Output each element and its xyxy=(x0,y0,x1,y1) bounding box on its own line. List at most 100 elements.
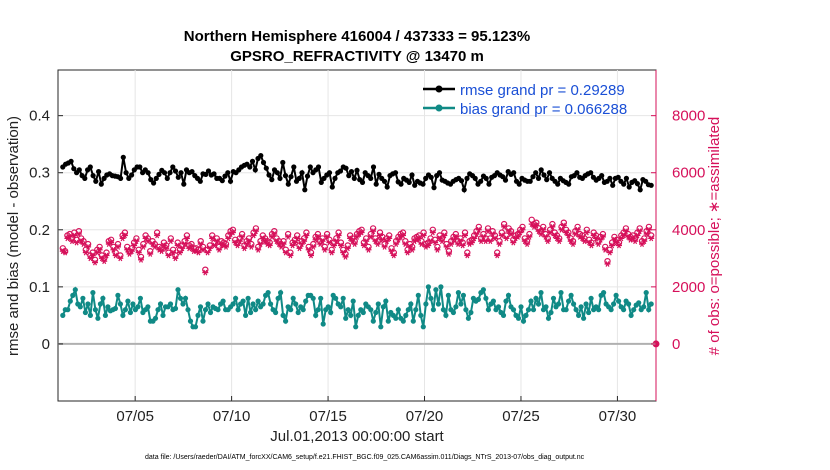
obs-assimilated-point xyxy=(75,231,82,237)
obs-assimilated-point xyxy=(133,238,140,245)
rmse-point xyxy=(329,184,335,190)
bias-point xyxy=(373,309,379,316)
rmse-point xyxy=(291,164,297,170)
rmse-point xyxy=(420,181,426,187)
bias-point xyxy=(601,290,607,296)
obs-assimilated-point xyxy=(144,238,151,245)
obs-assimilated-point xyxy=(183,235,190,242)
chart-title-line2: GPSRO_REFRACTIVITY @ 13470 m xyxy=(230,48,484,65)
rmse-point xyxy=(607,175,613,181)
bias-point xyxy=(250,301,256,307)
rmse-point xyxy=(98,181,104,187)
obs-assimilated-point xyxy=(365,246,372,253)
bias-point xyxy=(555,301,562,307)
rmse-point xyxy=(398,181,404,187)
bias-point xyxy=(175,287,181,293)
rmse-point xyxy=(87,164,93,170)
rmse-point xyxy=(541,172,547,178)
rmse-point xyxy=(249,158,256,164)
obs-assimilated-point xyxy=(229,229,236,236)
bias-point xyxy=(268,301,274,307)
obs-assimilated-point xyxy=(641,238,648,245)
legend-rmse-marker xyxy=(435,85,443,93)
rmse-point xyxy=(359,179,366,185)
bias-point xyxy=(393,315,399,321)
rmse-point xyxy=(555,181,561,187)
rmse-point xyxy=(637,187,643,193)
bias-point xyxy=(67,298,73,304)
rmse-point xyxy=(409,172,415,178)
obs-assimilated-point xyxy=(165,252,172,259)
rmse-point xyxy=(337,168,344,174)
bias-point xyxy=(385,318,391,324)
bias-point xyxy=(643,290,649,296)
obs-assimilated-point xyxy=(80,241,87,247)
rmse-point xyxy=(574,170,580,176)
bias-point xyxy=(125,298,131,304)
bias-point xyxy=(613,292,619,298)
obs-assimilated-point xyxy=(324,234,331,240)
obs-assimilated-point xyxy=(321,246,328,253)
obs-assimilated-point xyxy=(209,235,216,242)
bias-point xyxy=(370,318,376,324)
rmse-point xyxy=(626,184,632,190)
chart-title-line1: Northern Hemisphere 416004 / 437333 = 95… xyxy=(184,28,530,45)
obs-assimilated-point xyxy=(294,235,301,242)
rmse-point xyxy=(274,170,280,176)
rmse-point xyxy=(167,170,173,176)
obs-assimilated-point xyxy=(544,238,551,245)
rmse-point xyxy=(96,169,102,175)
obs-assimilated-point xyxy=(333,238,340,245)
bias-point xyxy=(65,307,71,313)
obs-assimilated-point xyxy=(616,242,622,249)
obs-assimilated-point xyxy=(195,249,202,256)
bias-point xyxy=(576,312,582,318)
bias-point xyxy=(220,298,226,304)
obs-assimilated-point xyxy=(342,254,349,260)
rmse-point xyxy=(118,175,124,181)
rmse-point xyxy=(172,168,179,174)
obs-assimilated-point xyxy=(560,222,567,229)
rmse-point xyxy=(277,175,283,181)
obs-assimilated-point xyxy=(271,231,278,237)
bias-point xyxy=(135,304,141,310)
rmse-point xyxy=(535,175,542,181)
obs-assimilated-point xyxy=(434,246,441,253)
bias-point xyxy=(157,301,164,307)
rmse-point xyxy=(90,173,96,179)
bias-point xyxy=(428,295,434,301)
rmse-point xyxy=(623,175,630,181)
obs-assimilated-point xyxy=(462,232,468,239)
obs-assimilated-point xyxy=(239,234,246,240)
rmse-point xyxy=(156,171,162,177)
rmse-point xyxy=(431,185,437,191)
obs-assimilated-point xyxy=(420,232,427,239)
bias-point xyxy=(290,295,296,301)
obs-assimilated-point xyxy=(257,241,264,247)
bias-point xyxy=(528,298,534,304)
obs-assimilated-point xyxy=(308,252,314,259)
bias-point xyxy=(318,295,324,301)
bias-point xyxy=(438,284,444,290)
rmse-point xyxy=(123,170,129,176)
obs-assimilated-point xyxy=(427,238,434,245)
obs-assimilated-point xyxy=(314,234,321,240)
obs-assimilated-point xyxy=(163,245,170,252)
rmse-point xyxy=(211,171,217,177)
bias-point xyxy=(325,304,331,310)
obs-assimilated-point xyxy=(246,238,252,245)
rmse-point xyxy=(530,174,536,180)
bias-point xyxy=(443,312,449,318)
bias-point xyxy=(273,309,279,316)
bias-point xyxy=(435,301,441,307)
rmse-point xyxy=(621,181,627,187)
obs-assimilated-point xyxy=(121,232,128,239)
legend-bias-marker xyxy=(435,104,443,112)
obs-assimilated-point xyxy=(445,251,452,257)
bias-point xyxy=(207,309,214,316)
obs-assimilated-point xyxy=(524,241,531,247)
bias-point xyxy=(187,318,194,324)
bias-point xyxy=(260,301,266,307)
bias-point xyxy=(155,307,161,313)
obs-assimilated-point xyxy=(390,252,397,259)
